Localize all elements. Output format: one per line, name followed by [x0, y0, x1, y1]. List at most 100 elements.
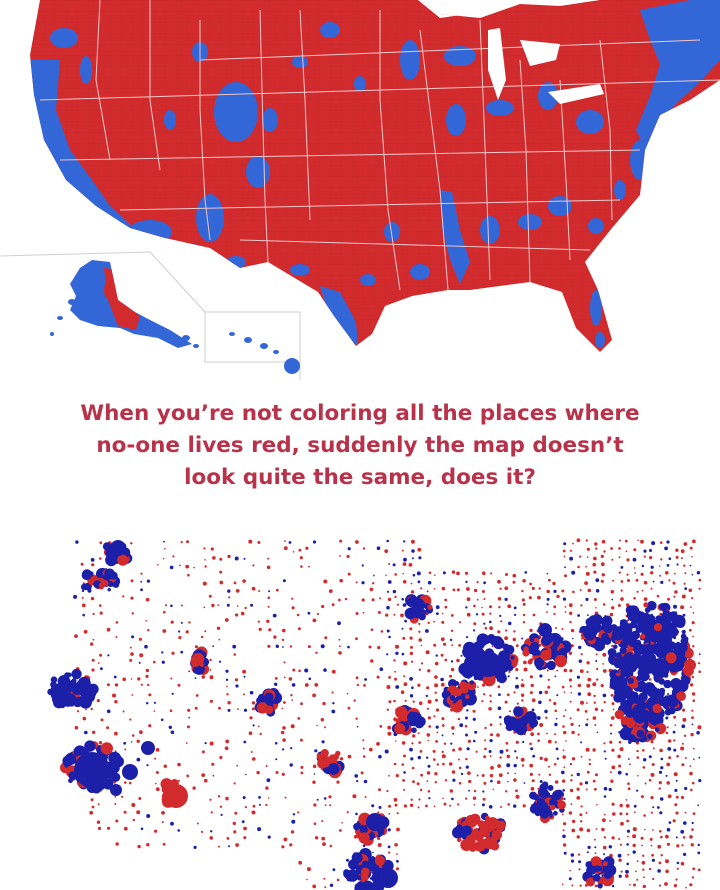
county-bubble [597, 883, 603, 889]
county-dot [472, 739, 476, 743]
county-bubble [452, 687, 461, 697]
county-dot [258, 627, 262, 631]
county-dot [403, 771, 406, 774]
county-dot [211, 603, 215, 608]
county-dot [396, 812, 399, 815]
county-dot [224, 746, 229, 751]
county-dot [336, 878, 340, 882]
county-dot [440, 653, 444, 657]
county-dot [496, 780, 501, 784]
county-dot [473, 588, 478, 593]
county-dot [388, 676, 391, 679]
county-dot [403, 788, 406, 791]
county-dot [673, 748, 677, 752]
lower-48-region [30, 0, 720, 352]
county-dot [394, 843, 398, 847]
county-bubble [502, 645, 509, 651]
county-dot [323, 797, 327, 800]
county-dot [458, 644, 461, 647]
county-dot [368, 645, 372, 649]
county-dot [506, 754, 511, 759]
county-dot [371, 804, 375, 808]
county-dot [508, 710, 511, 713]
county-dot [521, 589, 524, 593]
county-dot [497, 630, 501, 634]
county-dot [602, 652, 607, 657]
county-bubble [524, 711, 537, 724]
county-dot [265, 786, 269, 790]
county-dot [396, 827, 400, 832]
county-dot [637, 774, 639, 777]
county-dot [388, 851, 391, 854]
county-dot [594, 846, 597, 849]
county-dot [576, 675, 581, 679]
county-dot [651, 858, 656, 862]
county-dot [618, 556, 621, 559]
county-dot [690, 788, 693, 792]
county-dot [131, 612, 134, 615]
county-dot [561, 685, 565, 689]
county-bubble [484, 815, 490, 821]
county-dot [577, 614, 580, 617]
county-dot [675, 811, 679, 815]
county-dot [137, 844, 141, 849]
county-dot [481, 803, 485, 807]
county-dot [675, 555, 679, 559]
county-dot [652, 747, 655, 750]
county-dot [235, 684, 239, 688]
county-dot [396, 859, 399, 863]
county-bubble [600, 876, 605, 882]
county-dot [483, 581, 486, 585]
county-dot [402, 562, 407, 566]
county-dot [328, 795, 332, 799]
county-dot [625, 804, 630, 808]
county-dot [428, 797, 431, 800]
county-dot [530, 683, 534, 688]
county-dot [73, 594, 78, 599]
county-dot [322, 701, 326, 706]
county-dot [633, 883, 636, 887]
county-dot [497, 579, 501, 584]
county-dot [618, 764, 622, 768]
large-bubble [538, 623, 552, 637]
county-bubble [534, 657, 545, 668]
county-dot [689, 765, 692, 767]
county-dot [627, 782, 630, 785]
county-dot [592, 716, 597, 720]
county-dot [136, 739, 140, 743]
county-bubble [469, 680, 475, 685]
county-dot [219, 557, 223, 561]
county-bubble [555, 789, 563, 797]
county-dot [418, 701, 423, 705]
large-bubble [164, 784, 188, 808]
county-dot [427, 764, 431, 768]
county-dot [97, 826, 102, 830]
county-dot [579, 782, 583, 786]
county-dot [313, 822, 317, 825]
county-dot [194, 706, 198, 710]
county-dot [92, 638, 95, 641]
county-bubble [378, 830, 384, 835]
county-dot [386, 590, 390, 593]
county-dot [579, 589, 582, 591]
county-dot [531, 586, 535, 590]
county-dot [489, 739, 493, 743]
county-dot [546, 597, 550, 601]
county-dot [602, 669, 607, 673]
county-dot [585, 788, 588, 791]
county-dot [219, 660, 222, 663]
county-dot [642, 749, 645, 752]
county-dot [547, 678, 550, 681]
county-bubble [496, 823, 505, 832]
county-bubble [533, 794, 540, 801]
county-dot [521, 699, 524, 702]
county-bubble [361, 860, 369, 868]
county-dot [562, 789, 565, 792]
county-dot [452, 588, 456, 592]
county-dot [233, 782, 236, 785]
county-dot [665, 834, 669, 839]
county-dot [546, 603, 549, 606]
county-dot [401, 597, 405, 601]
county-dot [170, 620, 174, 624]
county-dot [346, 858, 349, 862]
